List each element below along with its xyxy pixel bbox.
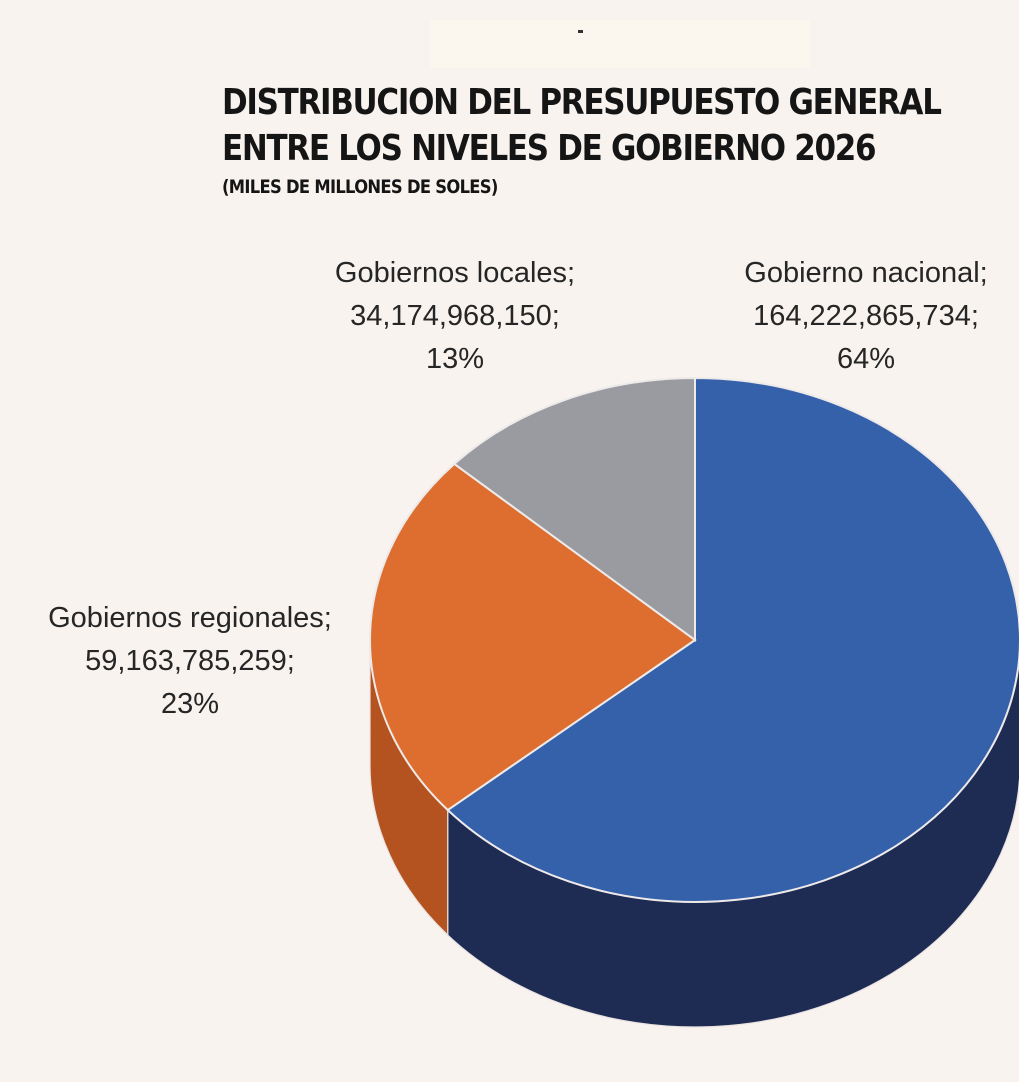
slice-label-3: Gobiernos locales; 34,174,968,150; 13% xyxy=(335,257,575,375)
slice-label-1: Gobierno nacional; 164,222,865,734; 64% xyxy=(744,257,987,375)
slice-label-1-line-1: Gobierno nacional; xyxy=(744,257,987,289)
pie-slice-2 xyxy=(369,462,697,812)
chart-subtitle: (MILES DE MILLONES DE SOLES) xyxy=(222,176,498,198)
slice-label-2-line-1: Gobiernos regionales; xyxy=(48,602,332,634)
slice-label-2: Gobiernos regionales; 59,163,785,259; 23% xyxy=(48,602,332,720)
slice-label-3-line-2: 34,174,968,150; xyxy=(350,300,560,332)
top-blank-area xyxy=(430,20,810,68)
chart-title-block: DISTRIBUCION DEL PRESUPUESTO GENERAL ENT… xyxy=(222,80,1012,200)
chart-title-line-2: ENTRE LOS NIVELES DE GOBIERNO 2026 xyxy=(222,128,877,169)
pie-slice-3 xyxy=(452,376,696,642)
pie-slice-1 xyxy=(446,376,1019,903)
chart-title-line-1: DISTRIBUCION DEL PRESUPUESTO GENERAL xyxy=(222,82,942,123)
slice-label-1-line-3: 64% xyxy=(837,343,895,375)
slice-label-2-line-2: 59,163,785,259; xyxy=(85,645,295,677)
slice-label-3-line-1: Gobiernos locales; xyxy=(335,257,575,289)
slice-label-1-line-2: 164,222,865,734; xyxy=(753,300,979,332)
slice-label-2-line-3: 23% xyxy=(161,688,219,720)
pie-top-faces xyxy=(369,376,1019,903)
stray-mark xyxy=(578,30,583,33)
slice-label-3-line-3: 13% xyxy=(426,343,484,375)
